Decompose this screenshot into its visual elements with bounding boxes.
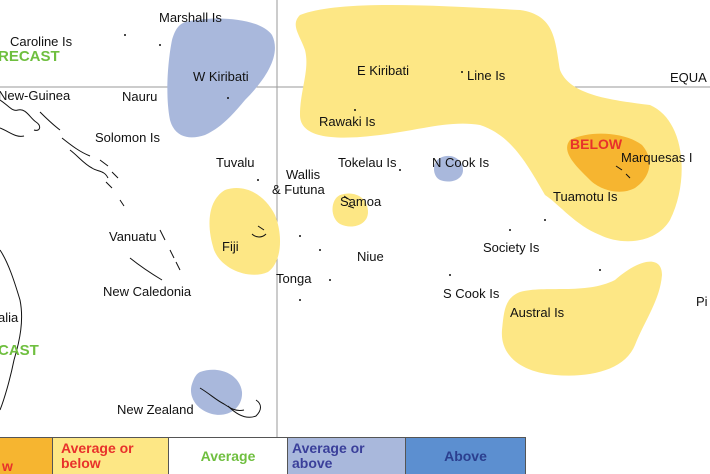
legend-avg-below: Average or below <box>53 438 169 474</box>
legend-below-text: w <box>2 457 13 474</box>
label-pi: Pi <box>696 294 708 309</box>
region-marshall-avg-above <box>167 18 275 138</box>
label-s-cook: S Cook Is <box>443 286 500 301</box>
label-wallis: Wallis <box>286 167 321 182</box>
label-marquesas: Marquesas I <box>621 150 693 165</box>
label-rawaki: Rawaki Is <box>319 114 376 129</box>
label-below-region: BELOW <box>570 136 623 152</box>
label-australia: alia <box>0 310 19 325</box>
label-caroline: Caroline Is <box>10 34 73 49</box>
label-tuvalu: Tuvalu <box>216 155 255 170</box>
coastlines <box>0 99 631 418</box>
legend-avg: Average <box>169 438 288 474</box>
label-marshall: Marshall Is <box>159 10 222 25</box>
region-austral-avg-below <box>501 261 662 376</box>
label-tuamotu: Tuamotu Is <box>553 189 618 204</box>
legend-above: Above <box>406 438 526 474</box>
label-tonga: Tonga <box>276 271 312 286</box>
legend-above-text: Above <box>444 447 487 464</box>
label-new-guinea: New-Guinea <box>0 88 71 103</box>
label-fiji: Fiji <box>222 239 239 254</box>
label-forecast-top: RECAST <box>0 48 60 65</box>
island-dots <box>124 34 601 301</box>
region-kiribati-avg-below <box>295 5 682 242</box>
label-tokelau: Tokelau Is <box>338 155 397 170</box>
label-nauru: Nauru <box>122 89 157 104</box>
region-samoa-avg-below <box>332 193 368 227</box>
legend: w Average or below Average Average or ab… <box>0 437 526 474</box>
label-solomon: Solomon Is <box>95 130 161 145</box>
legend-avg-text: Average <box>200 447 256 464</box>
label-niue: Niue <box>357 249 384 264</box>
label-equator: EQUA <box>670 70 707 85</box>
label-new-zealand: New Zealand <box>117 402 194 417</box>
region-nz-avg-above <box>190 369 243 415</box>
label-w-kiribati: W Kiribati <box>193 69 249 84</box>
region-ncook-avg-above <box>434 155 463 182</box>
label-austral: Austral Is <box>510 305 565 320</box>
label-forecast-bottom: CAST <box>0 342 39 359</box>
label-line: Line Is <box>467 68 506 83</box>
label-e-kiribati: E Kiribati <box>357 63 409 78</box>
legend-avg-above-text: Average or above <box>292 440 365 471</box>
label-samoa: Samoa <box>340 194 382 209</box>
label-vanuatu: Vanuatu <box>109 229 156 244</box>
legend-avg-above: Average or above <box>288 438 406 474</box>
region-fiji-avg-below <box>209 187 281 275</box>
legend-avg-below-text: Average or below <box>61 440 134 471</box>
legend-below: w <box>0 438 53 474</box>
label-futuna: & Futuna <box>272 182 326 197</box>
label-n-cook: N Cook Is <box>432 155 490 170</box>
label-society: Society Is <box>483 240 540 255</box>
label-new-caledonia: New Caledonia <box>103 284 192 299</box>
